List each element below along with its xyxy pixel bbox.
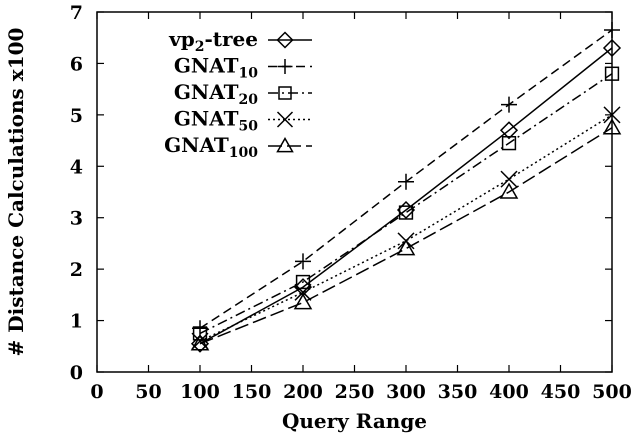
x-tick-label: 400 <box>489 381 529 403</box>
point-gnat20 <box>501 135 517 151</box>
legend-marker-gnat10 <box>277 59 293 74</box>
y-tick-label: 2 <box>70 259 83 281</box>
series-line-gnat20 <box>199 73 613 335</box>
legend-label-subscript: 50 <box>239 119 259 135</box>
point-vp2-tree <box>602 38 622 58</box>
legend-marker-gnat20 <box>278 86 292 100</box>
legend-label-subscript: 100 <box>229 145 258 161</box>
x-tick-label: 150 <box>232 381 272 403</box>
y-tick-label: 0 <box>70 362 83 384</box>
x-tick-label: 450 <box>541 381 581 403</box>
legend-marker-gnat100 <box>276 136 294 153</box>
x-tick-label: 100 <box>180 381 220 403</box>
legend-label-subscript: 20 <box>239 92 259 108</box>
point-gnat10 <box>398 173 414 190</box>
legend-marker-vp2-tree <box>276 31 294 49</box>
y-tick-label: 5 <box>70 105 83 127</box>
legend-label-subscript: 10 <box>239 66 259 82</box>
legend-label-tail: -tree <box>204 27 258 51</box>
series-line-vp2-tree <box>199 47 613 345</box>
x-axis-title: Query Range <box>282 409 427 433</box>
legend-label-vp2-tree: vp2-tree <box>168 27 258 55</box>
point-gnat10 <box>192 320 208 337</box>
x-tick-label: 50 <box>135 381 161 403</box>
legend-label-gnat100: GNAT100 <box>164 133 258 161</box>
point-gnat50 <box>294 283 312 301</box>
x-tick-label: 250 <box>335 381 375 403</box>
point-gnat20 <box>192 326 208 341</box>
x-tick-label: 500 <box>592 381 632 403</box>
x-tick-label: 300 <box>386 381 426 403</box>
legend-label-main: GNAT <box>174 80 239 104</box>
point-gnat50 <box>603 106 621 124</box>
legend-label-gnat50: GNAT50 <box>174 107 258 135</box>
series-line-gnat50 <box>199 114 613 342</box>
x-tick-label: 200 <box>283 381 323 403</box>
legend-label-main: GNAT <box>174 107 239 131</box>
point-gnat10 <box>604 22 620 38</box>
legend-label-gnat20: GNAT20 <box>174 80 258 108</box>
point-gnat100 <box>396 239 416 256</box>
x-tick-label: 350 <box>438 381 478 403</box>
point-vp2-tree <box>396 200 416 220</box>
y-axis-title: # Distance Calculations x100 <box>4 28 28 357</box>
y-tick-label: 4 <box>70 156 83 178</box>
point-vp2-tree <box>499 121 519 140</box>
point-gnat20 <box>295 274 311 290</box>
legend-label-main: GNAT <box>164 133 229 157</box>
series-line-gnat100 <box>199 127 613 345</box>
y-tick-label: 1 <box>70 311 83 333</box>
legend-label-main: vp <box>168 27 195 51</box>
point-gnat100 <box>190 334 210 351</box>
y-tick-label: 6 <box>70 53 83 75</box>
legend-marker-gnat50 <box>276 111 294 128</box>
point-gnat10 <box>295 253 311 270</box>
tick-marks <box>96 11 613 373</box>
point-gnat50 <box>500 170 518 188</box>
legend-label-main: GNAT <box>174 54 239 78</box>
point-gnat20 <box>398 205 414 220</box>
point-gnat100 <box>499 182 519 199</box>
point-gnat100 <box>293 293 313 310</box>
point-gnat100 <box>602 118 622 135</box>
legend-label-gnat10: GNAT10 <box>174 54 258 82</box>
x-tick-label: 0 <box>90 381 103 403</box>
point-vp2-tree <box>190 334 210 353</box>
y-tick-label: 7 <box>70 2 83 24</box>
legend-label-subscript: 2 <box>195 39 205 55</box>
point-gnat10 <box>501 96 517 113</box>
point-gnat20 <box>604 66 620 81</box>
series-markers <box>190 22 622 353</box>
y-tick-label: 3 <box>70 208 83 230</box>
